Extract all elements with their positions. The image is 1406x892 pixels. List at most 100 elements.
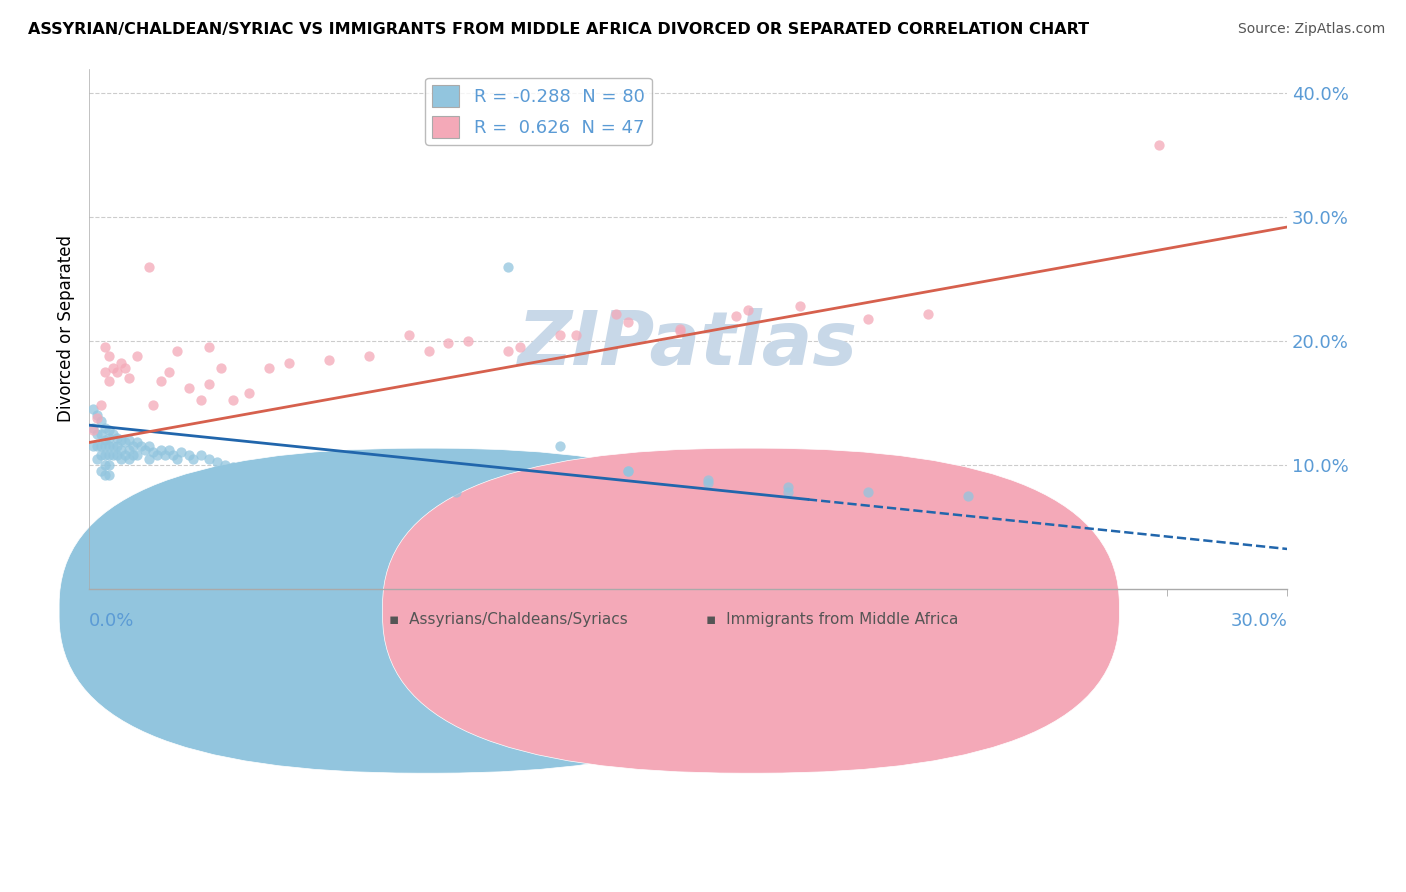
Point	[190, 448, 212, 462]
Point	[98, 448, 121, 462]
Point	[114, 361, 136, 376]
Point	[98, 467, 121, 482]
Point	[266, 467, 288, 482]
Point	[214, 458, 236, 472]
Point	[105, 430, 128, 444]
Point	[98, 458, 121, 472]
Point	[98, 374, 121, 388]
Point	[697, 473, 720, 487]
Point	[146, 448, 169, 462]
Point	[98, 439, 121, 453]
Point	[114, 448, 136, 462]
Point	[669, 324, 692, 338]
Point	[162, 448, 184, 462]
Point	[114, 435, 136, 450]
Point	[149, 374, 172, 388]
Point	[101, 361, 124, 376]
Point	[170, 445, 193, 459]
Point	[125, 349, 148, 363]
Point	[82, 402, 104, 417]
Point	[125, 435, 148, 450]
Point	[437, 336, 460, 351]
Point	[605, 307, 627, 321]
Point	[90, 439, 112, 453]
Text: Source: ZipAtlas.com: Source: ZipAtlas.com	[1237, 22, 1385, 37]
Point	[724, 309, 747, 323]
Point	[101, 426, 124, 441]
Point	[94, 458, 117, 472]
Point	[198, 340, 221, 354]
Point	[149, 442, 172, 457]
Point	[617, 464, 640, 478]
Point	[697, 476, 720, 491]
Point	[82, 420, 104, 434]
Point	[86, 410, 108, 425]
Point	[153, 448, 176, 462]
Point	[257, 361, 280, 376]
Point	[737, 303, 759, 318]
Point	[94, 365, 117, 379]
Point	[181, 451, 204, 466]
Point	[105, 448, 128, 462]
Point	[249, 460, 271, 475]
Point	[138, 451, 160, 466]
Point	[856, 485, 879, 500]
Point	[82, 439, 104, 453]
Point	[669, 321, 692, 335]
Point	[222, 393, 245, 408]
Point	[134, 442, 156, 457]
Point	[90, 414, 112, 428]
FancyBboxPatch shape	[382, 448, 1119, 773]
Point	[166, 451, 188, 466]
Point	[110, 451, 132, 466]
Point	[309, 473, 332, 487]
Point	[90, 398, 112, 412]
Point	[917, 307, 939, 321]
Point	[856, 311, 879, 326]
Point	[101, 439, 124, 453]
Point	[209, 361, 232, 376]
Point	[166, 343, 188, 358]
Point	[398, 327, 420, 342]
Point	[776, 480, 799, 494]
Legend: R = -0.288  N = 80, R =  0.626  N = 47: R = -0.288 N = 80, R = 0.626 N = 47	[425, 78, 652, 145]
Text: 0.0%: 0.0%	[89, 612, 135, 630]
Point	[122, 439, 145, 453]
Point	[138, 260, 160, 274]
Point	[357, 349, 380, 363]
Point	[177, 381, 200, 395]
Point	[405, 483, 427, 497]
Point	[118, 433, 141, 447]
Point	[86, 426, 108, 441]
FancyBboxPatch shape	[59, 448, 796, 773]
Text: ZIPatlas: ZIPatlas	[517, 308, 858, 381]
Point	[82, 423, 104, 437]
Point	[142, 445, 165, 459]
Text: ▪  Immigrants from Middle Africa: ▪ Immigrants from Middle Africa	[706, 612, 957, 627]
Text: ▪  Assyrians/Chaldeans/Syriacs: ▪ Assyrians/Chaldeans/Syriacs	[389, 612, 627, 627]
Point	[238, 386, 260, 401]
Point	[548, 439, 571, 453]
Point	[125, 448, 148, 462]
Point	[122, 448, 145, 462]
Point	[138, 439, 160, 453]
Point	[118, 371, 141, 385]
Point	[157, 442, 180, 457]
Point	[498, 260, 520, 274]
Point	[789, 299, 811, 313]
Point	[157, 365, 180, 379]
Point	[222, 460, 245, 475]
Point	[285, 470, 308, 484]
Point	[337, 476, 360, 491]
Point	[98, 430, 121, 444]
Point	[617, 464, 640, 478]
Point	[94, 420, 117, 434]
Point	[956, 489, 979, 503]
Point	[90, 464, 112, 478]
Point	[198, 451, 221, 466]
Point	[105, 439, 128, 453]
Point	[118, 442, 141, 457]
Point	[94, 467, 117, 482]
Point	[110, 356, 132, 370]
Point	[498, 343, 520, 358]
